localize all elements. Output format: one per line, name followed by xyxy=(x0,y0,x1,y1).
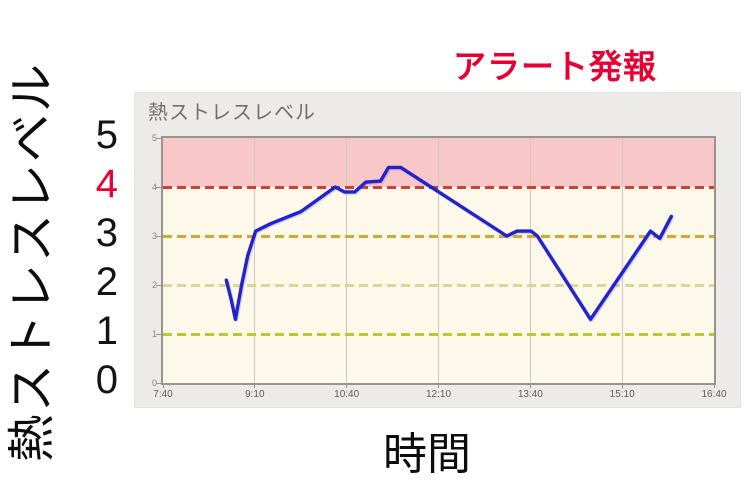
y-tick-mark xyxy=(156,235,161,237)
y-axis-value-0: 0 xyxy=(95,358,118,402)
heat-stress-line xyxy=(224,165,673,321)
threshold-line-level-3 xyxy=(163,234,714,238)
x-tick-label: 15:10 xyxy=(609,389,635,400)
x-tick-mark xyxy=(621,384,623,388)
x-tick-label: 12:10 xyxy=(425,389,452,400)
y-tick-label: 4 xyxy=(151,181,157,192)
y-tick-mark xyxy=(156,137,161,139)
y-tick-label: 2 xyxy=(151,279,157,290)
y-axis-value-4: 4 xyxy=(95,162,118,206)
x-tick-mark xyxy=(162,384,164,388)
x-tick-mark xyxy=(438,384,439,388)
y-axis-value-1: 1 xyxy=(95,309,118,353)
x-tick-mark xyxy=(254,384,256,388)
x-axis-title: 時間 xyxy=(383,430,471,479)
x-tick-label: 7:40 xyxy=(153,389,173,400)
y-tick-mark xyxy=(156,186,161,188)
series-plot xyxy=(224,165,673,321)
y-axis-value-2: 2 xyxy=(95,260,118,304)
y-tick-mark xyxy=(156,333,161,335)
y-tick-mark xyxy=(156,284,161,286)
x-tick-label: 13:40 xyxy=(517,389,543,400)
x-tick-mark xyxy=(713,384,715,388)
vertical-gridline xyxy=(621,138,623,383)
alert-banner: アラート発報 xyxy=(453,48,657,85)
x-tick-label: 9:10 xyxy=(245,389,265,400)
y-tick-label: 0 xyxy=(151,377,157,388)
vertical-gridline xyxy=(529,138,531,383)
vertical-gridline xyxy=(254,138,256,383)
plot-area xyxy=(161,136,716,385)
x-tick-label: 10:40 xyxy=(334,389,360,400)
x-tick-mark xyxy=(529,384,531,388)
y-axis-value-5: 5 xyxy=(95,113,118,157)
threshold-line-level-2 xyxy=(163,283,714,287)
y-tick-label: 3 xyxy=(151,230,157,241)
y-axis-title: 熱ストレスレベル xyxy=(6,61,59,463)
x-tick-mark xyxy=(346,384,348,388)
y-axis-value-labels: 5 4 3 2 1 0 xyxy=(58,0,118,500)
y-axis-value-3: 3 xyxy=(95,211,118,255)
threshold-line-level-1 xyxy=(163,332,714,336)
y-tick-label: 5 xyxy=(151,132,157,143)
vertical-gridline xyxy=(438,138,439,383)
threshold-line-level-4 xyxy=(163,185,714,189)
x-tick-label: 16:40 xyxy=(701,389,727,400)
y-tick-mark xyxy=(156,382,161,384)
chart-panel: 熱ストレスレベル 7:40 9:10 10:40 12:10 13:40 15:10 16:… xyxy=(134,92,741,408)
y-tick-label: 1 xyxy=(151,328,157,339)
vertical-gridline xyxy=(346,138,348,383)
chart-title: 熱ストレスレベル xyxy=(148,102,316,124)
